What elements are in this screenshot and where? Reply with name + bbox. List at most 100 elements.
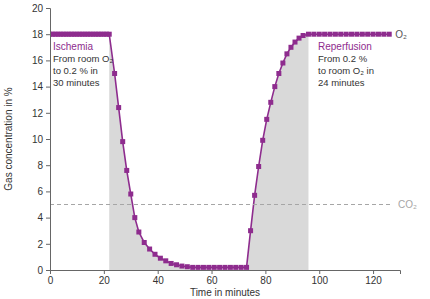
- y-tick-mark: [46, 270, 50, 271]
- annotation-text: to room O₂ in: [318, 65, 374, 76]
- y-tick-mark: [46, 165, 50, 166]
- x-tick-mark: [265, 270, 266, 274]
- chart: 02040608010012002468101214161820Time in …: [0, 0, 430, 299]
- y-tick: 20: [32, 3, 50, 14]
- marker: [284, 51, 289, 56]
- y-tick-label: 8: [37, 160, 43, 171]
- x-tick-mark: [212, 270, 213, 274]
- y-tick-mark: [46, 60, 50, 61]
- y-tick-label: 12: [32, 108, 44, 119]
- y-tick-label: 16: [32, 55, 44, 66]
- marker: [322, 32, 327, 37]
- marker: [360, 32, 365, 37]
- marker: [256, 164, 261, 169]
- marker: [233, 265, 238, 270]
- marker: [260, 138, 265, 143]
- marker: [376, 32, 381, 37]
- series-line: [50, 34, 389, 267]
- x-tick: 60: [206, 270, 218, 286]
- marker: [120, 139, 125, 144]
- marker: [124, 168, 129, 173]
- y-tick: 14: [32, 81, 50, 92]
- marker: [206, 265, 211, 270]
- y-tick-label: 20: [32, 3, 44, 14]
- y-tick-mark: [46, 87, 50, 88]
- marker: [107, 32, 112, 37]
- marker: [196, 265, 201, 270]
- y-tick: 2: [37, 239, 50, 250]
- marker: [288, 45, 293, 50]
- y-tick-label: 10: [32, 134, 44, 145]
- annotation-text: to 0.2 % in: [53, 65, 98, 76]
- marker: [371, 32, 376, 37]
- x-tick-label: 60: [206, 275, 218, 286]
- marker: [147, 247, 152, 252]
- marker: [217, 265, 222, 270]
- y-tick-mark: [46, 191, 50, 192]
- marker: [174, 262, 179, 267]
- marker: [317, 32, 322, 37]
- x-axis-line: [51, 271, 401, 275]
- marker: [128, 192, 133, 197]
- y-axis-line: [46, 9, 51, 271]
- x-tick-label: 100: [311, 275, 328, 286]
- shaded-range: [109, 34, 190, 270]
- y-tick-mark: [46, 113, 50, 114]
- marker: [239, 265, 244, 270]
- y-tick-mark: [46, 218, 50, 219]
- marker: [228, 265, 233, 270]
- marker: [158, 256, 163, 261]
- y-tick-label: 6: [37, 186, 43, 197]
- annotation-text: 30 minutes: [53, 77, 100, 88]
- marker: [328, 32, 333, 37]
- x-tick-label: 80: [260, 275, 272, 286]
- marker: [112, 71, 117, 76]
- marker: [306, 32, 311, 37]
- annotation-text: From room O₂: [53, 53, 113, 64]
- x-tick: 100: [311, 270, 328, 286]
- marker: [116, 105, 121, 110]
- y-tick-mark: [46, 8, 50, 9]
- marker: [268, 100, 273, 105]
- x-tick: 20: [99, 270, 111, 286]
- marker: [136, 230, 141, 235]
- x-tick: 120: [365, 270, 382, 286]
- y-tick: 4: [37, 212, 50, 223]
- x-tick-mark: [104, 270, 105, 274]
- annotation-title: Ischemia: [53, 41, 93, 52]
- x-tick-mark: [373, 270, 374, 274]
- x-tick: 40: [153, 270, 165, 286]
- marker: [333, 32, 338, 37]
- x-tick-label: 0: [48, 275, 54, 286]
- marker: [311, 32, 316, 37]
- annotation-text: From 0.2 %: [318, 53, 368, 64]
- marker: [301, 33, 306, 38]
- y-tick: 12: [32, 108, 50, 119]
- marker: [387, 32, 392, 37]
- y-tick-label: 14: [32, 81, 44, 92]
- marker: [142, 240, 147, 245]
- y-axis: 02468101214161820: [32, 3, 51, 276]
- marker: [264, 117, 269, 122]
- marker: [223, 265, 228, 270]
- marker: [201, 265, 206, 270]
- plot-area: [50, 32, 392, 270]
- shade-group: [247, 34, 309, 270]
- y-tick: 6: [37, 186, 50, 197]
- marker: [344, 32, 349, 37]
- y-tick-mark: [46, 34, 50, 35]
- shaded-range: [247, 34, 309, 270]
- annotation-text: 24 minutes: [318, 77, 365, 88]
- x-tick-label: 40: [153, 275, 165, 286]
- marker: [244, 265, 249, 270]
- y-tick-label: 2: [37, 239, 43, 250]
- marker: [190, 265, 195, 270]
- y-tick-mark: [46, 244, 50, 245]
- x-tick-label: 20: [99, 275, 111, 286]
- marker: [338, 32, 343, 37]
- annotation-title: Reperfusion: [318, 41, 372, 52]
- y-tick-mark: [46, 139, 50, 140]
- series-line: [50, 204, 392, 205]
- x-tick: 80: [260, 270, 272, 286]
- x-axis-title: Time in minutes: [190, 287, 260, 298]
